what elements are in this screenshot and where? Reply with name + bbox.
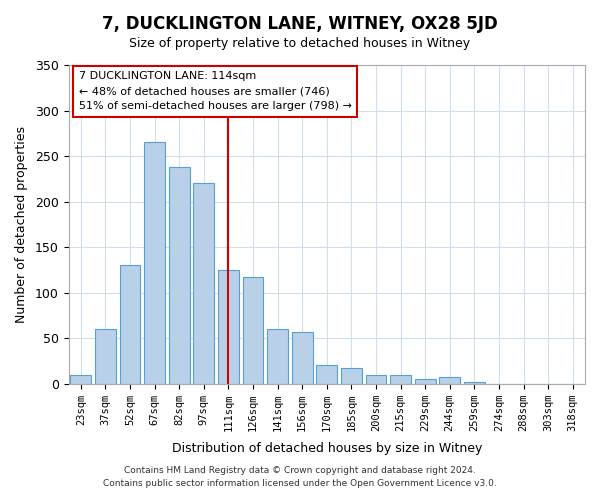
Bar [267,329,288,384]
Bar [242,277,263,384]
Bar [292,332,313,384]
Bar [218,270,239,384]
Y-axis label: Number of detached properties: Number of detached properties [15,126,28,323]
Bar [439,378,460,384]
Bar [70,374,91,384]
Bar [341,368,362,384]
Text: 7, DUCKLINGTON LANE, WITNEY, OX28 5JD: 7, DUCKLINGTON LANE, WITNEY, OX28 5JD [102,15,498,33]
Bar [169,167,190,384]
X-axis label: Distribution of detached houses by size in Witney: Distribution of detached houses by size … [172,442,482,455]
Text: Size of property relative to detached houses in Witney: Size of property relative to detached ho… [130,38,470,51]
Bar [144,142,165,384]
Text: Contains HM Land Registry data © Crown copyright and database right 2024.
Contai: Contains HM Land Registry data © Crown c… [103,466,497,487]
Bar [415,379,436,384]
Bar [390,374,411,384]
Bar [464,382,485,384]
Bar [193,184,214,384]
Bar [119,266,140,384]
Bar [316,364,337,384]
Bar [95,329,116,384]
Bar [365,376,386,384]
Text: 7 DUCKLINGTON LANE: 114sqm
← 48% of detached houses are smaller (746)
51% of sem: 7 DUCKLINGTON LANE: 114sqm ← 48% of deta… [79,72,352,111]
